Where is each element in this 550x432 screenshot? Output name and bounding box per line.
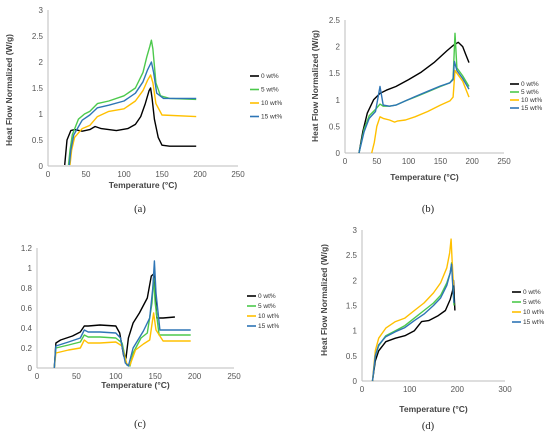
series-line-5wt [53,277,191,369]
legend-entry: 15 wt% [261,114,283,121]
x-tick-label: 300 [498,385,512,394]
x-tick-label: 100 [402,157,416,166]
legend-entry: 10 wt% [523,309,545,316]
legend-entry: 0 wt% [523,289,541,296]
y-tick-label: 0.8 [21,284,33,293]
series-line-0wt [64,87,197,166]
y-tick-label: 2 [353,276,358,285]
y-tick-label: 0.5 [32,136,44,145]
x-tick-label: 0 [46,170,51,179]
y-tick-label: 3 [353,226,358,235]
x-axis-label: Temperature (°C) [109,180,178,190]
x-tick-label: 250 [227,372,241,381]
x-axis-label: Temperature (°C) [399,404,468,414]
series-line-15wt [358,60,470,154]
panel-caption: (b) [422,204,435,215]
x-tick-label: 250 [497,157,511,166]
y-tick-label: 1.5 [32,84,44,93]
y-tick-label: 2 [39,58,44,67]
y-tick-label: 1.5 [346,302,358,311]
y-tick-label: 0.5 [346,352,358,361]
panel-caption: (d) [422,421,435,432]
y-tick-label: 0.6 [21,304,33,313]
legend-entry: 10 wt% [258,313,280,320]
y-tick-label: 2 [336,43,341,52]
x-axis-label: Temperature (°C) [101,380,170,390]
y-tick-label: 0.5 [329,122,341,131]
legend-entry: 0 wt% [261,73,279,80]
legend-entry: 15 wt% [521,105,543,112]
series-line-0wt [358,41,470,154]
series-line-15wt [371,263,455,382]
y-tick-label: 1.5 [329,69,341,78]
y-tick-label: 2.5 [346,251,358,260]
legend-entry: 15 wt% [523,319,545,326]
panel-caption: (a) [134,204,146,215]
legend-entry: 10 wt% [261,100,283,107]
y-axis-label: Heat Flow Normalized (W/g) [4,34,14,146]
legend-entry: 5 wt% [521,89,539,96]
x-tick-label: 0 [360,385,365,394]
series-line-10wt [371,69,470,154]
legend-entry: 0 wt% [258,293,276,300]
chart-panel-c: 0 0.2 0.4 0.6 0.8 1 1.2 0 50 100 150 200 250 Temperat… [21,244,280,430]
series-line-10wt [371,238,455,382]
legend-entry: 0 wt% [521,81,539,88]
x-tick-label: 150 [149,372,163,381]
x-tick-label: 50 [372,157,381,166]
y-tick-label: 2.5 [329,16,341,25]
y-tick-label: 1 [336,96,341,105]
x-tick-label: 200 [188,372,202,381]
x-tick-label: 200 [451,385,465,394]
x-tick-label: 250 [231,170,245,179]
chart-panel-d: 0 0.5 1 1.5 2 2.5 3 0 100 200 300 Heat Flow Normali… [319,226,545,432]
series-line-10wt [69,74,197,166]
series-line-0wt [371,279,456,382]
x-tick-label: 200 [193,170,207,179]
legend-entry: 5 wt% [261,87,279,94]
y-axis-label: Heat Flow Normalized (W/g) [310,30,320,142]
y-tick-label: 2.5 [32,32,44,41]
x-axis-label: Temperature (°C) [390,172,459,182]
x-tick-label: 0 [343,157,348,166]
y-tick-label: 1 [39,110,44,119]
y-tick-label: 0.4 [21,324,33,333]
legend-entry: 5 wt% [258,303,276,310]
y-tick-label: 0 [353,377,358,386]
y-tick-label: 1.2 [21,244,33,253]
x-tick-label: 0 [35,372,40,381]
x-tick-label: 100 [109,372,123,381]
y-tick-label: 1 [353,327,358,336]
y-axis-label: Heat Flow Normalized (W/g) [319,244,329,356]
y-tick-label: 0 [336,149,341,158]
series-line-15wt [53,260,191,369]
legend-entry: 5 wt% [523,299,541,306]
y-tick-label: 0 [39,162,44,171]
y-tick-label: 3 [39,6,44,15]
chart-panel-b: 0 0.5 1 1.5 2 2.5 0 50 100 150 200 250 Heat Flow Nor… [310,16,543,215]
x-tick-label: 150 [155,170,169,179]
chart-panel-a: 0 0.5 1 1.5 2 2.5 3 0 50 100 150 200 250 Heat Flow No… [4,6,283,215]
legend-entry: 10 wt% [521,97,543,104]
series-line-15wt [68,61,197,166]
y-tick-label: 0.2 [21,344,33,353]
x-tick-label: 150 [434,157,448,166]
legend-entry: 15 wt% [258,323,280,330]
x-tick-label: 100 [403,385,417,394]
x-tick-label: 50 [82,170,91,179]
panel-caption: (c) [134,419,146,430]
series-line-5wt [67,39,197,166]
y-tick-label: 1 [28,264,33,273]
x-tick-label: 200 [466,157,480,166]
y-tick-label: 0 [28,364,33,373]
x-tick-label: 50 [72,372,81,381]
x-tick-label: 100 [117,170,131,179]
